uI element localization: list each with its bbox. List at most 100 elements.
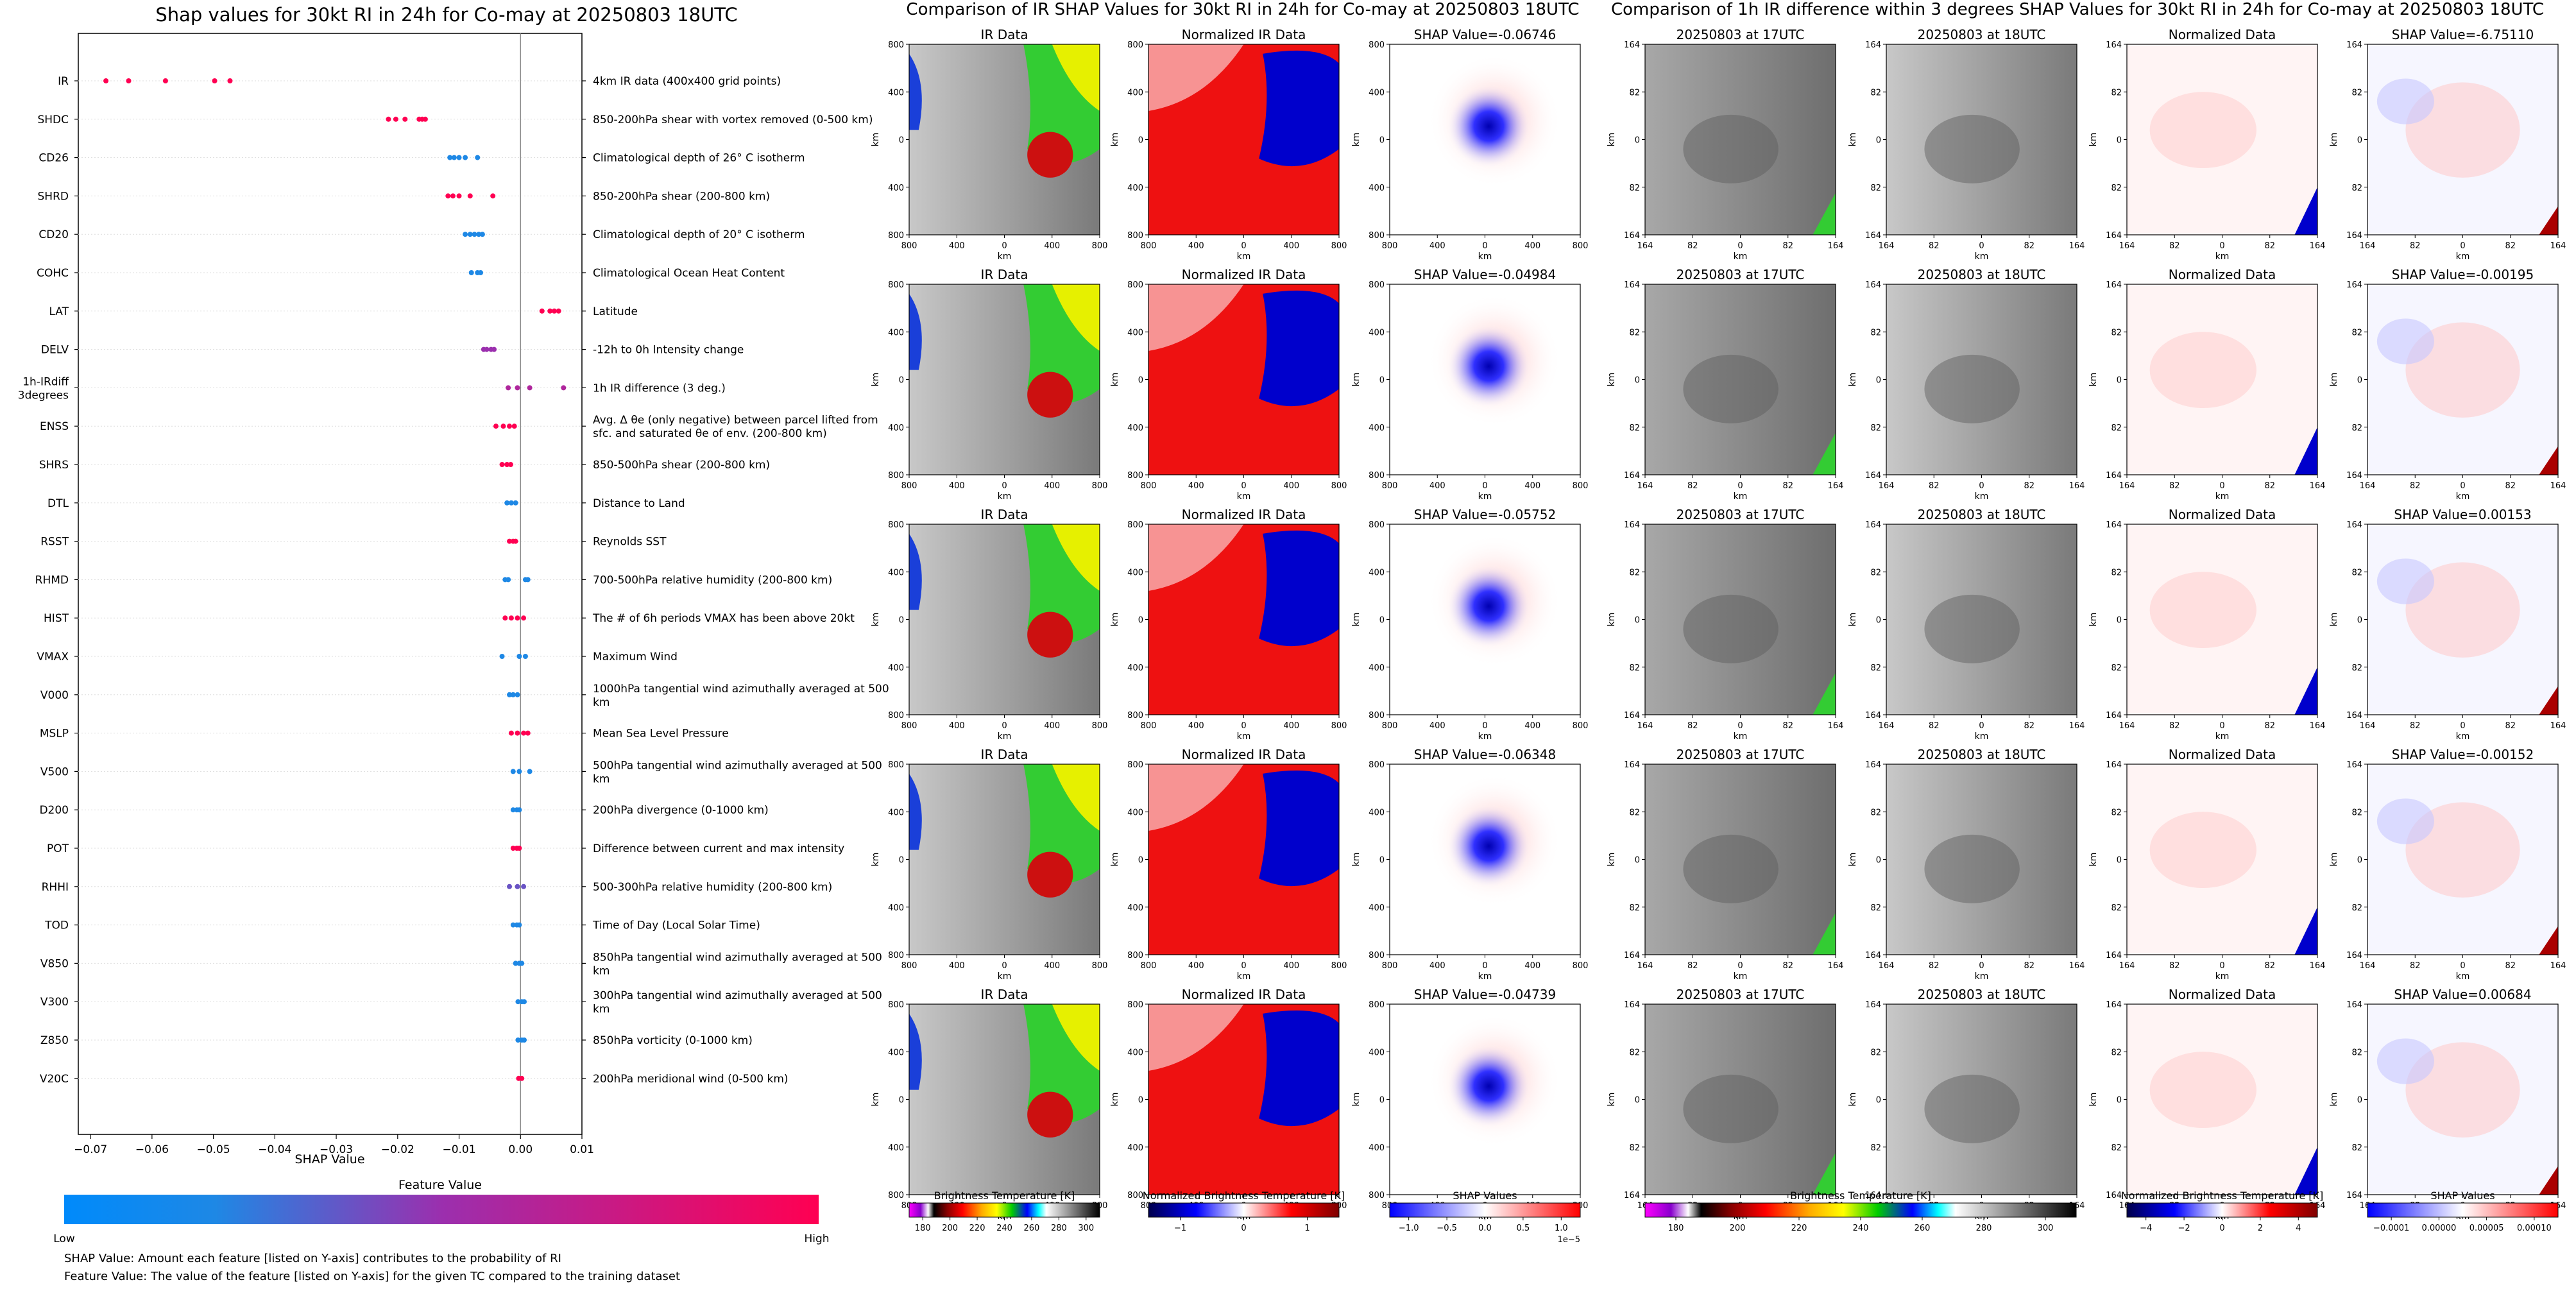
y-tick-label: 164 — [1865, 520, 1881, 530]
x-axis-label: km — [1237, 731, 1251, 742]
shap-point — [479, 232, 485, 237]
y-tick-label: 0 — [1379, 616, 1385, 626]
cloud-red — [1027, 611, 1073, 658]
x-tick-label: 800 — [1092, 481, 1108, 491]
colorbar-low-label: Low — [53, 1233, 75, 1245]
y-axis-label: km — [1607, 133, 1617, 147]
feature-description: 1h IR difference (3 deg.) — [593, 382, 726, 395]
x-tick-label: 82 — [2410, 961, 2421, 971]
norm-cold-area — [1259, 50, 1339, 167]
shap-point — [499, 462, 505, 467]
x-tick-label: 164 — [1637, 721, 1653, 731]
shap-point — [476, 232, 482, 237]
shap-point — [506, 577, 511, 583]
y-tick-label: 82 — [2111, 663, 2122, 673]
shap-point — [507, 692, 513, 697]
y-tick-label: 0 — [899, 376, 904, 386]
y-tick-label: 800 — [888, 280, 904, 290]
feature-description: Climatological depth of 20° C isotherm — [593, 228, 805, 241]
y-tick-label: 164 — [1865, 471, 1881, 481]
x-axis-label: km — [1734, 971, 1748, 982]
y-tick-label: 400 — [888, 903, 904, 913]
y-tick-label: 82 — [2111, 88, 2122, 98]
x-tick-label: 164 — [1828, 241, 1844, 251]
diff-dark-area — [1924, 114, 2020, 184]
y-tick-label: 400 — [1127, 328, 1143, 337]
diff-shap-blue — [2376, 558, 2434, 604]
diff-norm-corner — [2294, 1147, 2317, 1195]
colorbar-label: Brightness Temperature [K] — [1790, 1190, 1931, 1202]
x-tick-label: 400 — [1524, 241, 1540, 251]
y-axis-label: km — [2088, 373, 2099, 387]
x-tick-label: 164 — [2119, 721, 2135, 731]
x-tick-label: 164 — [1828, 481, 1844, 491]
x-tick-label: 0 — [1002, 721, 1007, 731]
feature-description: 850hPa vorticity (0-1000 km) — [593, 1034, 753, 1047]
y-tick-label: 164 — [1865, 760, 1881, 770]
shap-point — [456, 193, 462, 199]
x-tick-label: 400 — [1429, 961, 1446, 971]
x-tick-label: 400 — [1044, 481, 1060, 491]
shap-point — [513, 538, 518, 544]
x-tick-label: 800 — [1331, 961, 1347, 971]
y-tick-label: 0 — [2117, 136, 2122, 146]
footnote-feature: Feature Value: The value of the feature … — [64, 1270, 680, 1283]
feature-row: DTL Distance to Land — [47, 497, 685, 510]
shap-point — [467, 232, 473, 237]
y-tick-label: 0 — [2117, 376, 2122, 386]
colorbar-tick-label: −4 — [2140, 1224, 2152, 1233]
diff-ir-image — [1886, 1004, 2077, 1195]
feature-row: Z850 850hPa vorticity (0-1000 km) — [40, 1034, 753, 1047]
colorbar-tick-label: 180 — [1668, 1224, 1684, 1233]
colorbar-tick-label: −2 — [2178, 1224, 2190, 1233]
colorbar-tick-label: −0.5 — [1437, 1224, 1457, 1233]
shap-point — [556, 308, 561, 314]
panel-title: Normalized IR Data — [1182, 507, 1306, 522]
panel-title: 20250803 at 18UTC — [1918, 267, 2046, 282]
x-tick-label: 82 — [2264, 241, 2275, 251]
feature-name: IR — [58, 75, 69, 88]
y-tick-label: 82 — [1870, 903, 1881, 913]
panel-title: 20250803 at 18UTC — [1918, 27, 2046, 42]
cloud-yellow — [1052, 524, 1100, 591]
diff-norm-corner — [2294, 427, 2317, 475]
y-tick-label: 164 — [2106, 231, 2122, 241]
shap-point — [508, 730, 514, 736]
x-axis-label: km — [2215, 731, 2230, 742]
diff-ir-image — [1645, 524, 1836, 715]
colorbar-tick-label: 0.00005 — [2469, 1224, 2504, 1233]
colorbar-tick-label: 4 — [2296, 1224, 2301, 1233]
y-tick-label: 800 — [1127, 760, 1143, 770]
cloud-blue — [909, 533, 922, 610]
y-tick-label: 0 — [1138, 616, 1143, 626]
diff-brightness-colorbar: Brightness Temperature [K] 180 200 220 240 26… — [1644, 1190, 2077, 1233]
x-tick-label: 164 — [2069, 961, 2085, 971]
feature-row: HIST The # of 6h periods VMAX has been ab… — [44, 612, 855, 625]
shap-point — [126, 78, 132, 83]
colorbar-tick-label: −0.0001 — [2373, 1224, 2409, 1233]
diff-ir-image — [1886, 524, 2077, 715]
shap-point — [386, 116, 391, 122]
norm-cold-area — [1259, 290, 1339, 407]
y-tick-label: 400 — [1369, 903, 1385, 913]
x-tick-label: 82 — [1687, 481, 1698, 491]
y-tick-label: 400 — [1127, 423, 1143, 433]
x-tick-label: 0.00 — [508, 1143, 533, 1156]
diff-dark-area — [1924, 1074, 2020, 1143]
y-axis-label: km — [1848, 133, 1858, 147]
panel-title: IR Data — [981, 507, 1028, 522]
feature-row: V850 850hPa tangential wind azimuthally a… — [40, 951, 882, 977]
shap-point — [539, 308, 545, 314]
y-tick-label: 164 — [1624, 280, 1640, 290]
diff-norm-warm — [2149, 332, 2256, 409]
y-tick-label: 800 — [1127, 951, 1143, 960]
x-tick-label: 164 — [2360, 721, 2376, 731]
shap-point — [522, 999, 527, 1005]
colorbar-strip — [2126, 1202, 2318, 1218]
